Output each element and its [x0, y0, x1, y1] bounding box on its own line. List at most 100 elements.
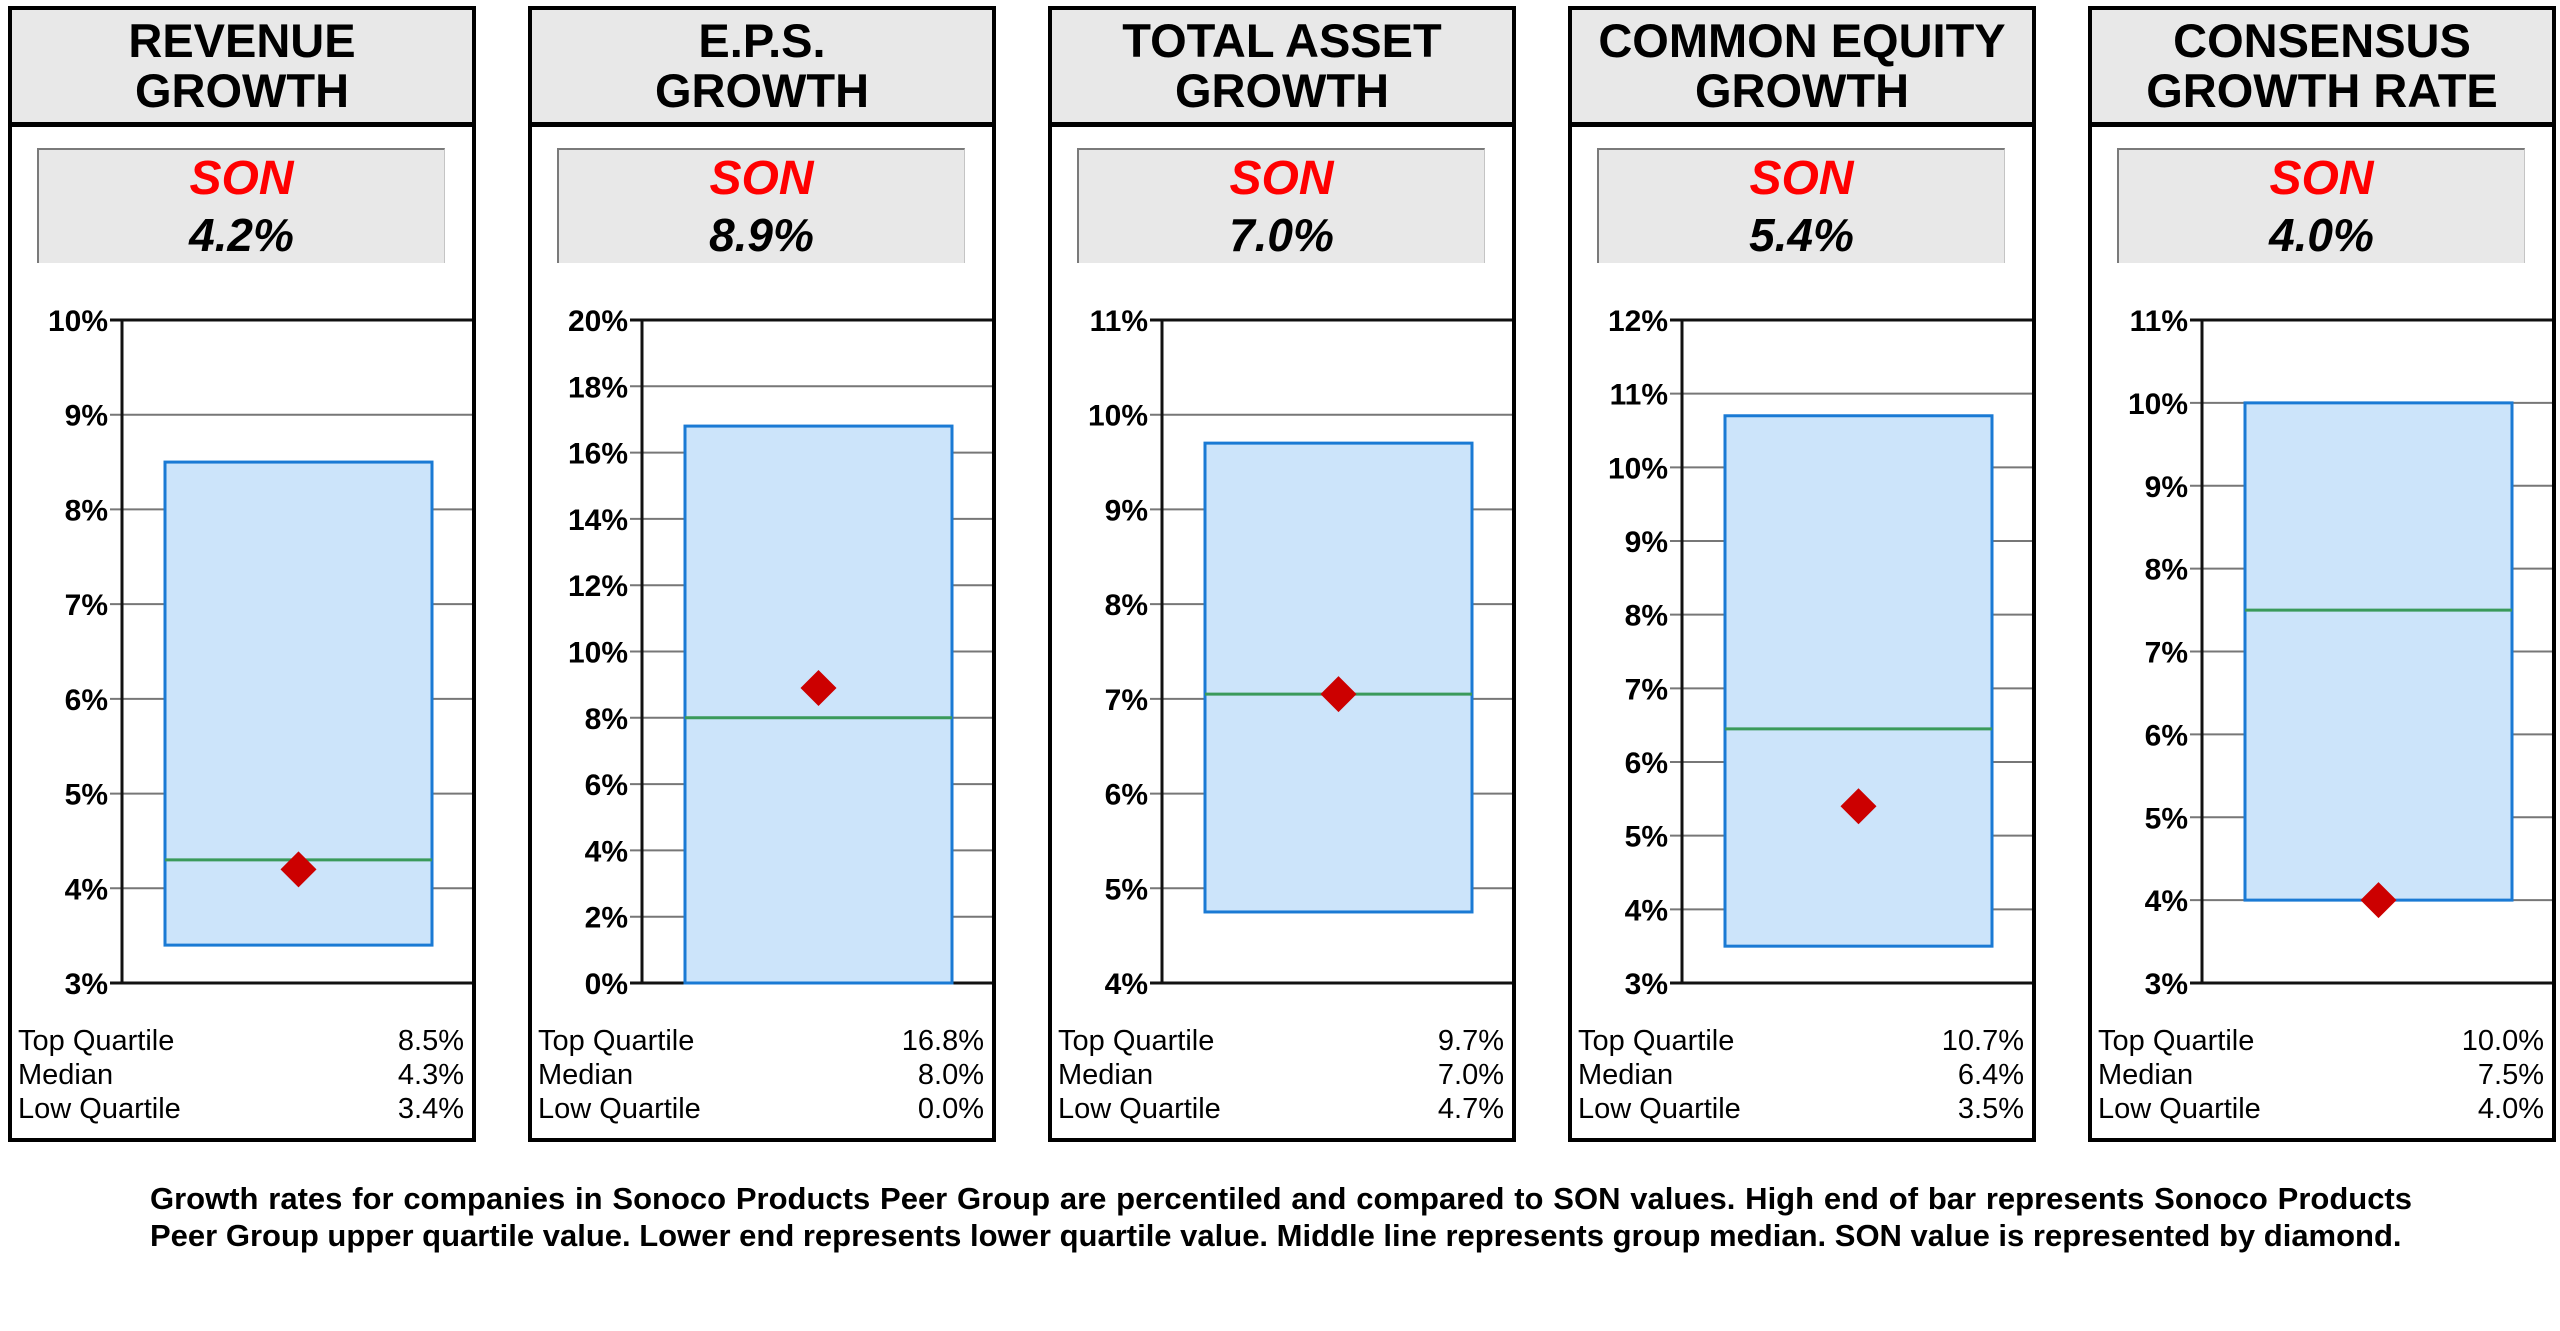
y-tick-label: 9% — [2145, 471, 2188, 504]
panel-title-line: TOTAL ASSET — [1122, 14, 1442, 67]
stat-value: 4.0% — [2477, 1093, 2544, 1125]
son-diamond — [800, 669, 837, 706]
quartile-stats: Top Quartile 9.7% Median 7.0% Low Quartile 4.… — [1058, 1024, 1504, 1126]
stat-label: Low Quartile — [2098, 1093, 2261, 1125]
quartile-bar — [2243, 401, 2514, 902]
y-tick-label: 20% — [568, 305, 628, 338]
stat-label: Top Quartile — [1578, 1025, 1735, 1057]
panel-title: E.P.S. GROWTH — [532, 10, 992, 127]
y-tick-label: 5% — [1625, 821, 1668, 854]
y-tick-label: 10% — [1088, 400, 1148, 433]
y-tick-label: 16% — [568, 438, 628, 471]
stat-row: Top Quartile 8.5% — [18, 1024, 464, 1058]
y-tick-label: 6% — [65, 684, 108, 717]
son-value-box: SON 8.9% — [557, 148, 965, 263]
y-tick-label: 18% — [568, 371, 628, 404]
panel-common-equity-growth: COMMON EQUITY GROWTH SON 5.4% 3% 4% 5% 6% 7% 8% 9%… — [1568, 6, 2036, 1142]
son-diamond — [1320, 676, 1357, 713]
son-value: 7.0% — [1229, 208, 1334, 261]
y-tick-label: 11% — [2130, 305, 2188, 338]
stat-value: 9.7% — [1437, 1025, 1504, 1057]
stat-label: Top Quartile — [1058, 1025, 1215, 1057]
stat-row: Low Quartile 3.4% — [18, 1092, 464, 1126]
y-tick-label: 4% — [585, 835, 628, 868]
y-tick-label: 8% — [1105, 589, 1148, 622]
stat-value: 4.7% — [1437, 1093, 1504, 1125]
son-value-box: SON 4.2% — [37, 148, 445, 263]
son-value-box: SON 7.0% — [1077, 148, 1485, 263]
y-tick-label: 12% — [1608, 305, 1668, 338]
son-label: SON — [189, 151, 294, 205]
son-value: 4.0% — [2269, 208, 2374, 261]
stat-label: Low Quartile — [18, 1093, 181, 1125]
y-tick-label: 0% — [585, 968, 628, 1001]
stat-value: 10.7% — [1941, 1025, 2024, 1057]
stat-label: Low Quartile — [538, 1093, 701, 1125]
panel-revenue-growth: REVENUE GROWTH SON 4.2% 3% 4% 5% 6% 7% 8% 9% 10% Top… — [8, 6, 476, 1142]
y-tick-label: 4% — [1625, 894, 1668, 927]
stat-row: Low Quartile 4.7% — [1058, 1092, 1504, 1126]
stat-value: 7.5% — [2477, 1059, 2544, 1091]
chart-common-equity-growth: 3% 4% 5% 6% 7% 8% 9% 10% 11% 12% — [1608, 305, 2032, 1001]
y-tick-label: 4% — [2145, 885, 2188, 918]
panel-title-line: GROWTH — [1174, 64, 1390, 117]
panel-title-line: E.P.S. — [698, 14, 826, 67]
stat-row: Median 6.4% — [1578, 1058, 2024, 1092]
y-tick-label: 5% — [2145, 802, 2188, 835]
son-value-box: SON 4.0% — [2117, 148, 2525, 263]
son-value-box: SON 5.4% — [1597, 148, 2005, 263]
son-label: SON — [1229, 151, 1334, 205]
panel-title-line: CONSENSUS — [2173, 14, 2471, 67]
y-tick-label: 11% — [1610, 379, 1668, 412]
y-tick-label: 7% — [2145, 637, 2188, 670]
y-tick-label: 8% — [2145, 554, 2188, 587]
stat-value: 3.5% — [1957, 1093, 2024, 1125]
y-tick-label: 8% — [585, 703, 628, 736]
panel-eps-growth: E.P.S. GROWTH SON 8.9% 0% 2% 4% 6% 8% 10% 12% 14% 16… — [528, 6, 996, 1142]
panel-consensus-growth-rate: CONSENSUS GROWTH RATE SON 4.0% 3% 4% 5% 6% 7% 8% 9… — [2088, 6, 2556, 1142]
panel-title: TOTAL ASSET GROWTH — [1052, 10, 1512, 127]
stat-row: Median 8.0% — [538, 1058, 984, 1092]
stat-row: Median 7.0% — [1058, 1058, 1504, 1092]
stat-label: Median — [1058, 1059, 1154, 1091]
y-tick-label: 6% — [2145, 719, 2188, 752]
stat-value: 8.0% — [917, 1059, 984, 1091]
stat-value: 10.0% — [2461, 1025, 2544, 1057]
panel-total-asset-growth: TOTAL ASSET GROWTH SON 7.0% 4% 5% 6% 7% 8% 9% 10% 1… — [1048, 6, 1516, 1142]
y-tick-label: 8% — [65, 494, 108, 527]
stat-label: Median — [18, 1059, 114, 1091]
son-label: SON — [709, 151, 814, 205]
stat-row: Low Quartile 4.0% — [2098, 1092, 2544, 1126]
y-tick-label: 7% — [1105, 684, 1148, 717]
panel-title: CONSENSUS GROWTH RATE — [2092, 10, 2552, 127]
stat-row: Low Quartile 0.0% — [538, 1092, 984, 1126]
chart-revenue-growth: 3% 4% 5% 6% 7% 8% 9% 10% — [48, 305, 472, 1001]
y-tick-label: 9% — [1105, 494, 1148, 527]
y-tick-label: 12% — [568, 570, 628, 603]
stat-label: Median — [538, 1059, 634, 1091]
y-tick-label: 3% — [1625, 968, 1668, 1001]
y-tick-label: 9% — [1625, 526, 1668, 559]
y-tick-label: 3% — [2145, 968, 2188, 1001]
stat-row: Top Quartile 16.8% — [538, 1024, 984, 1058]
panel-title: COMMON EQUITY GROWTH — [1572, 10, 2032, 127]
chart-eps-growth: 0% 2% 4% 6% 8% 10% 12% 14% 16% 18% 20% — [568, 305, 992, 1001]
y-tick-label: 14% — [568, 504, 628, 537]
son-value: 8.9% — [709, 208, 814, 261]
y-tick-label: 10% — [48, 305, 108, 338]
chart-total-asset-growth: 4% 5% 6% 7% 8% 9% 10% 11% — [1088, 305, 1512, 1001]
y-tick-label: 8% — [1625, 600, 1668, 633]
y-tick-label: 3% — [65, 968, 108, 1001]
y-tick-label: 4% — [65, 873, 108, 906]
panel-title-line: COMMON EQUITY — [1598, 14, 2006, 67]
panel-title-line: GROWTH — [654, 64, 870, 117]
stat-value: 8.5% — [397, 1025, 464, 1057]
quartile-stats: Top Quartile 8.5% Median 4.3% Low Quartile 3.… — [18, 1024, 464, 1126]
y-tick-label: 7% — [65, 589, 108, 622]
stat-row: Top Quartile 9.7% — [1058, 1024, 1504, 1058]
y-tick-label: 7% — [1625, 673, 1668, 706]
y-tick-label: 10% — [2128, 388, 2188, 421]
y-tick-label: 4% — [1105, 968, 1148, 1001]
stat-value: 16.8% — [901, 1025, 984, 1057]
son-diamond — [280, 851, 317, 888]
